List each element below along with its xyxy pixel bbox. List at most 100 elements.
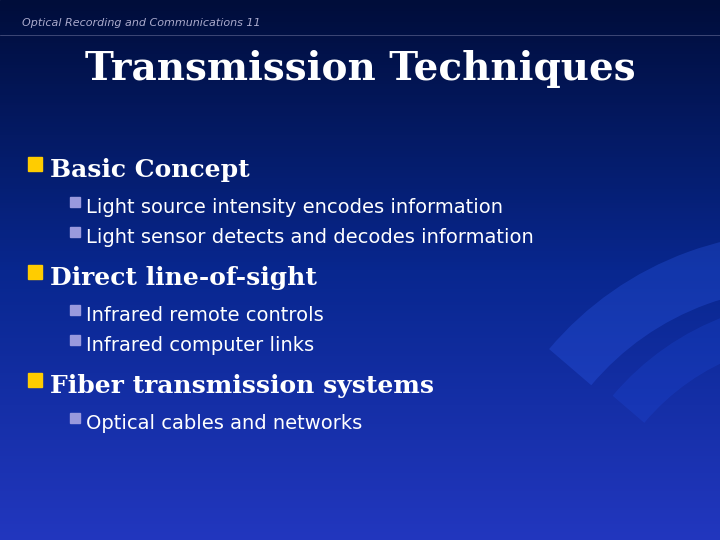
- Bar: [0, 348, 720, 351]
- Bar: [0, 232, 720, 235]
- Bar: [0, 189, 720, 192]
- Text: Light sensor detects and decodes information: Light sensor detects and decodes informa…: [86, 228, 534, 247]
- Bar: [0, 205, 720, 208]
- Text: Light source intensity encodes information: Light source intensity encodes informati…: [86, 198, 503, 217]
- Bar: [0, 59, 720, 62]
- Bar: [0, 300, 720, 302]
- Bar: [0, 429, 720, 432]
- Bar: [0, 256, 720, 259]
- Bar: [0, 464, 720, 467]
- Bar: [0, 273, 720, 275]
- Bar: [0, 32, 720, 35]
- Bar: [0, 284, 720, 286]
- Bar: [0, 119, 720, 122]
- Bar: [0, 402, 720, 405]
- Bar: [0, 0, 720, 3]
- Bar: [0, 35, 720, 38]
- Bar: [0, 310, 720, 313]
- Bar: [0, 124, 720, 127]
- Bar: [0, 246, 720, 248]
- Bar: [0, 289, 720, 292]
- Bar: [0, 165, 720, 167]
- Bar: [0, 475, 720, 478]
- Bar: [0, 146, 720, 148]
- Bar: [0, 486, 720, 489]
- Bar: [0, 43, 720, 46]
- Bar: [0, 5, 720, 8]
- Bar: [0, 16, 720, 19]
- Bar: [0, 197, 720, 200]
- Bar: [0, 103, 720, 105]
- Bar: [0, 94, 720, 97]
- Bar: [0, 194, 720, 197]
- Bar: [0, 451, 720, 454]
- Bar: [0, 440, 720, 443]
- Bar: [0, 70, 720, 73]
- Bar: [0, 343, 720, 346]
- Bar: [0, 235, 720, 238]
- Bar: [0, 262, 720, 265]
- Text: Optical Recording and Communications 11: Optical Recording and Communications 11: [22, 18, 261, 28]
- Bar: [70, 305, 80, 315]
- Bar: [0, 219, 720, 221]
- Bar: [0, 513, 720, 516]
- Bar: [0, 532, 720, 535]
- Bar: [0, 154, 720, 157]
- Bar: [0, 49, 720, 51]
- Bar: [0, 97, 720, 100]
- Bar: [0, 319, 720, 321]
- Bar: [0, 78, 720, 81]
- Bar: [0, 354, 720, 356]
- Bar: [0, 14, 720, 16]
- Bar: [0, 432, 720, 435]
- Bar: [0, 529, 720, 532]
- Bar: [70, 413, 80, 423]
- Bar: [0, 92, 720, 94]
- Bar: [0, 19, 720, 22]
- Bar: [0, 151, 720, 154]
- Bar: [0, 211, 720, 213]
- Bar: [0, 324, 720, 327]
- Bar: [0, 427, 720, 429]
- Bar: [0, 208, 720, 211]
- Bar: [0, 140, 720, 143]
- Bar: [0, 138, 720, 140]
- Bar: [0, 65, 720, 68]
- Bar: [0, 254, 720, 256]
- Bar: [70, 335, 80, 345]
- Bar: [0, 248, 720, 251]
- Bar: [0, 275, 720, 278]
- Bar: [0, 435, 720, 437]
- Bar: [0, 362, 720, 364]
- Bar: [28, 265, 42, 279]
- Bar: [0, 467, 720, 470]
- Bar: [0, 173, 720, 176]
- Bar: [0, 167, 720, 170]
- Bar: [0, 89, 720, 92]
- Bar: [0, 502, 720, 505]
- Bar: [0, 302, 720, 305]
- Bar: [0, 410, 720, 413]
- Bar: [0, 184, 720, 186]
- Bar: [0, 132, 720, 135]
- Bar: [0, 170, 720, 173]
- Bar: [0, 483, 720, 486]
- Text: Direct line-of-sight: Direct line-of-sight: [50, 266, 317, 290]
- Bar: [0, 54, 720, 57]
- Bar: [0, 400, 720, 402]
- Bar: [0, 456, 720, 459]
- Bar: [0, 186, 720, 189]
- Bar: [0, 122, 720, 124]
- Bar: [0, 27, 720, 30]
- Bar: [0, 135, 720, 138]
- Bar: [0, 378, 720, 381]
- Bar: [0, 76, 720, 78]
- Text: Basic Concept: Basic Concept: [50, 158, 250, 182]
- Text: Fiber transmission systems: Fiber transmission systems: [50, 374, 434, 398]
- Bar: [0, 116, 720, 119]
- Bar: [0, 505, 720, 508]
- Text: Infrared remote controls: Infrared remote controls: [86, 306, 324, 325]
- Bar: [0, 491, 720, 494]
- Bar: [0, 386, 720, 389]
- Bar: [0, 338, 720, 340]
